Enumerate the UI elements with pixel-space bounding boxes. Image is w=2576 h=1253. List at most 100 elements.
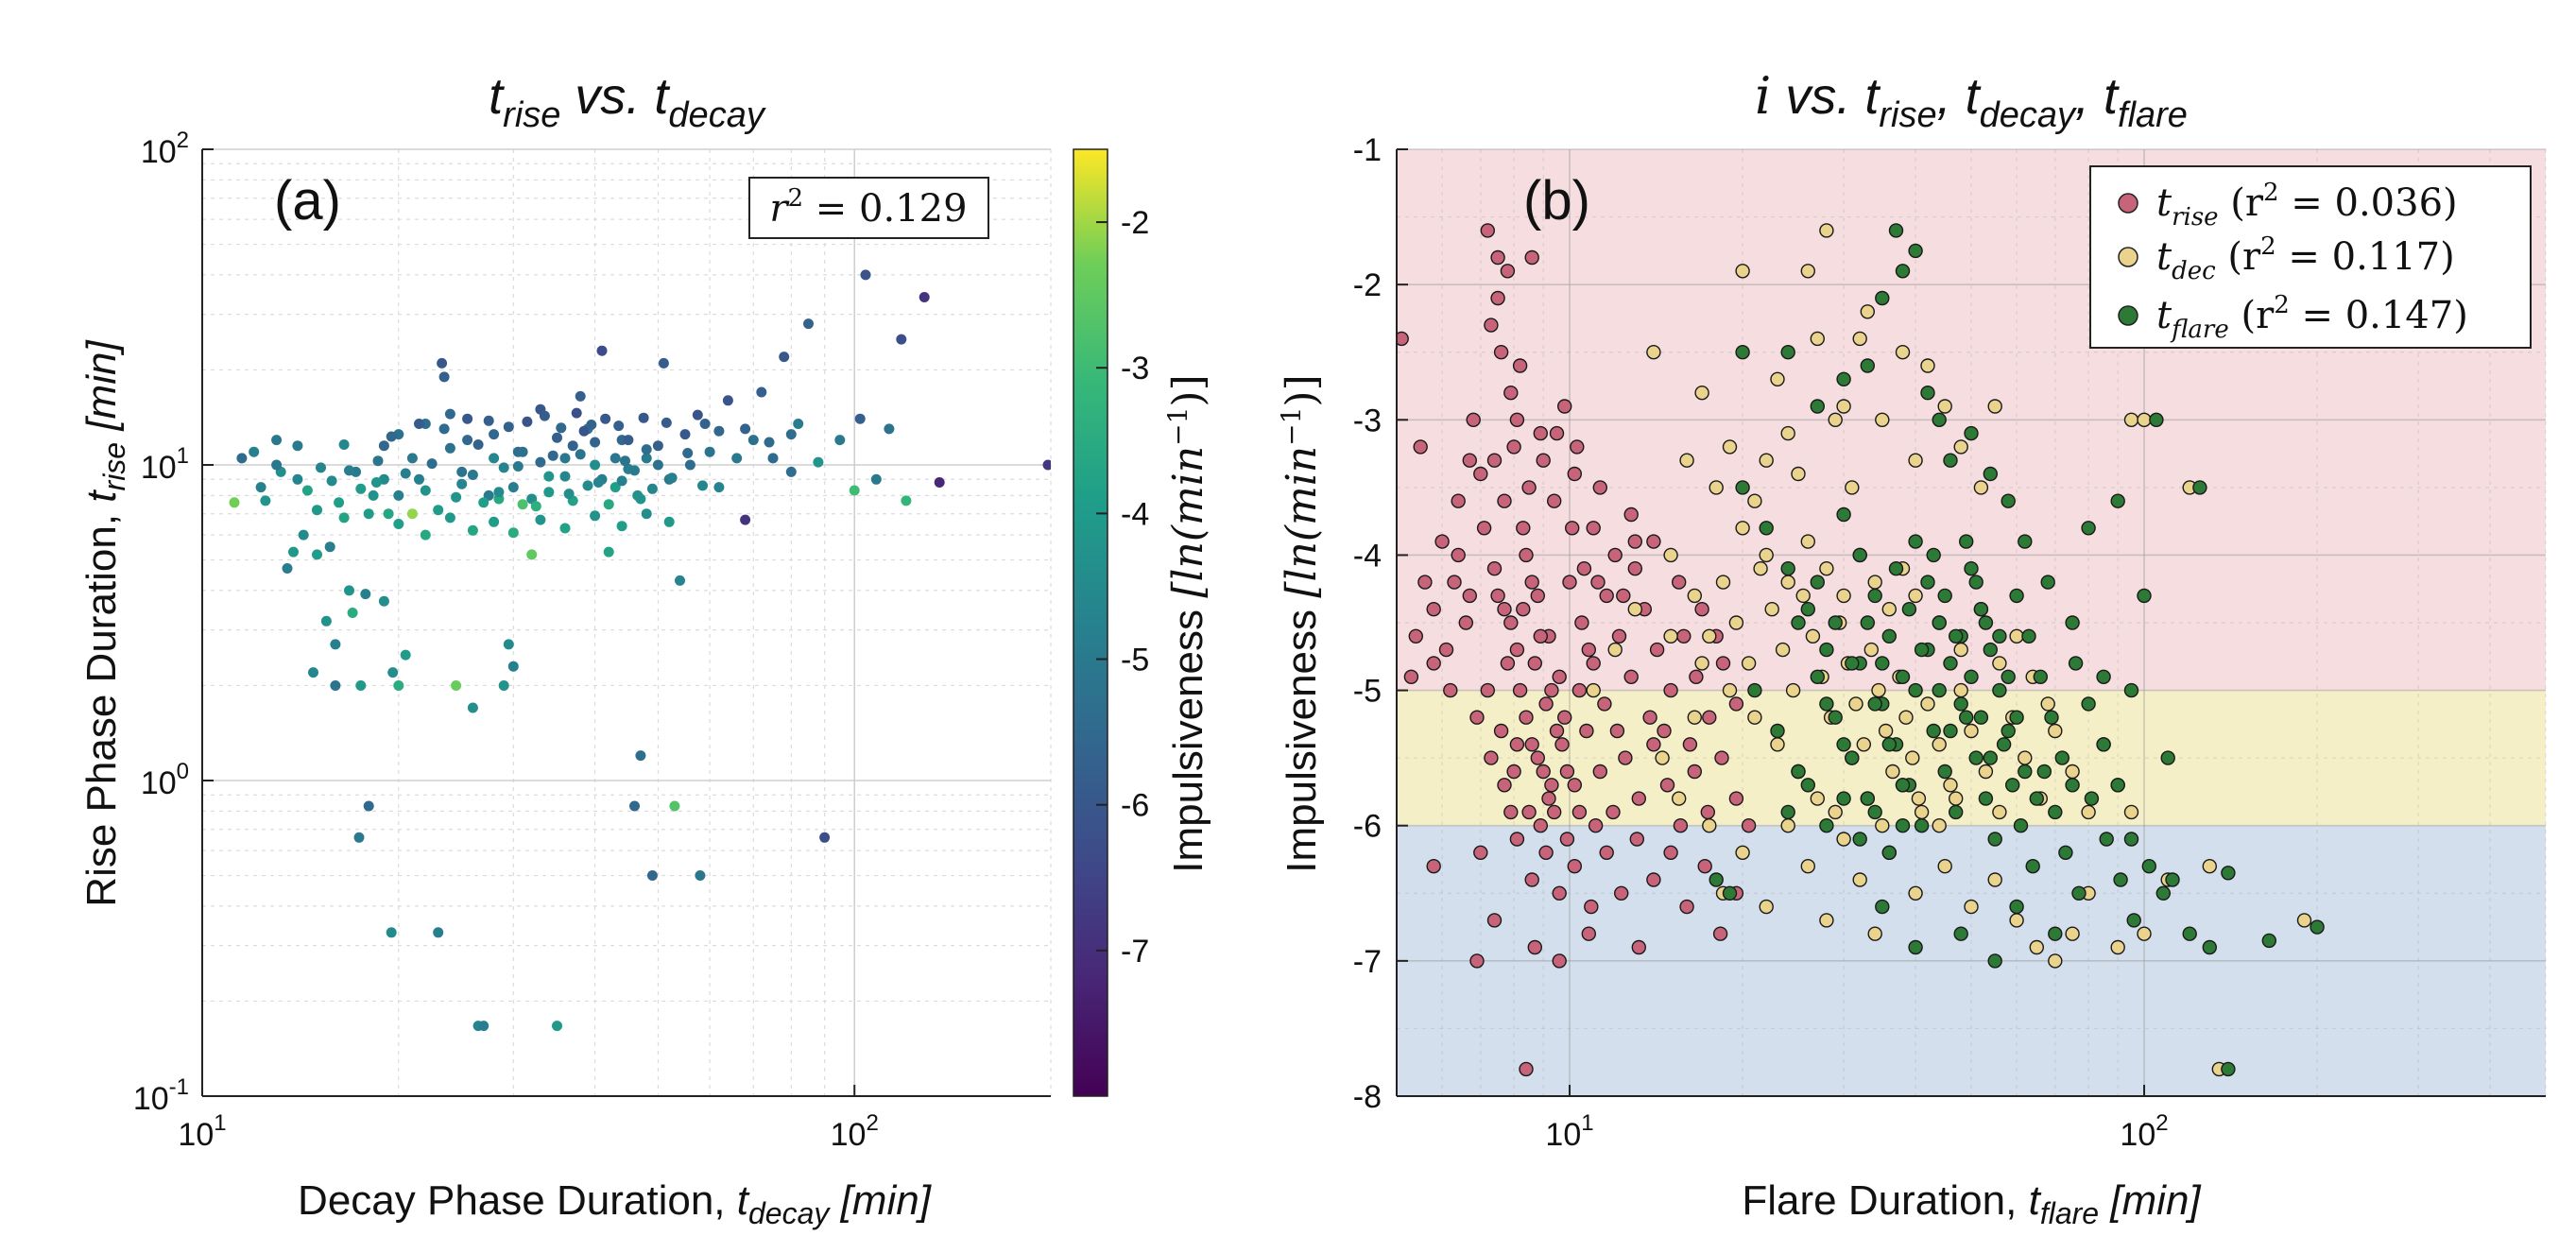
scatter-point-t-rise (1567, 778, 1583, 793)
scatter-point-t-rise (1524, 575, 1539, 590)
scatter-point-t-flare (2001, 669, 2016, 684)
scatter-point-a (288, 546, 299, 558)
scatter-point-t-rise (1500, 656, 1516, 671)
scatter-point-t-flare (1800, 778, 1816, 793)
scatter-point-t-dec (1978, 764, 1994, 780)
scatter-point-t-rise (1538, 845, 1554, 860)
scatter-point-t-rise (1480, 223, 1496, 238)
y-tick-label-b: -1 (1353, 132, 1382, 168)
scatter-point-t-flare (1735, 345, 1750, 360)
scatter-point-t-flare (1860, 615, 1876, 630)
scatter-point-a (255, 482, 266, 493)
scatter-point-a (854, 413, 866, 424)
panel-b-title: i vs. trise, tdecay, tflare (1755, 66, 2188, 135)
scatter-point-t-flare (2182, 926, 2197, 941)
scatter-point-a (559, 453, 571, 464)
scatter-point-t-rise (1581, 926, 1597, 941)
svg-text:tdec (r2 = 0.117): tdec (r2 = 0.117) (2156, 232, 2455, 285)
scatter-point-t-dec (1819, 913, 1834, 928)
scatter-point-t-flare (1908, 243, 1923, 259)
scatter-point-t-flare (1964, 669, 1979, 684)
scatter-point-t-rise (1493, 345, 1509, 360)
scatter-point-t-rise (1434, 534, 1450, 549)
scatter-point-t-flare (1867, 804, 1882, 820)
scatter-point-t-flare (1908, 682, 1923, 698)
scatter-point-t-rise (1663, 845, 1678, 860)
scatter-point-t-flare (1958, 534, 1974, 549)
scatter-point-t-rise (1512, 358, 1528, 373)
scatter-point-t-rise (1519, 1061, 1534, 1077)
scatter-point-t-dec (1875, 412, 1890, 427)
scatter-point-t-rise (1490, 290, 1505, 306)
panel-a-points (229, 269, 1051, 1032)
scatter-point-t-rise (1497, 602, 1512, 617)
scatter-point-t-flare (1888, 223, 1904, 238)
panel-a-ticks: 101 102 10-1 100 101 102 (133, 128, 1051, 1153)
scatter-point-t-dec (1805, 628, 1821, 644)
scatter-point-a (338, 439, 350, 450)
scatter-point-t-flare (1722, 885, 1738, 901)
scatter-point-t-dec (1878, 723, 1894, 739)
scatter-point-a (563, 489, 575, 500)
scatter-point-t-dec (1992, 656, 2007, 671)
scatter-point-a (592, 477, 604, 488)
scatter-point-t-flare (1895, 264, 1911, 279)
legend-box (2089, 165, 2532, 349)
scatter-point-t-rise (1588, 818, 1604, 833)
scatter-point-a (426, 458, 438, 470)
scatter-point-a (383, 508, 394, 520)
scatter-point-a (652, 440, 663, 452)
scatter-point-t-rise (1687, 764, 1703, 780)
scatter-point-t-dec (1937, 859, 1952, 874)
scatter-point-t-flare (1819, 696, 1834, 712)
scatter-point-a (641, 508, 652, 520)
scatter-point-t-dec (1937, 399, 1952, 414)
scatter-point-t-flare (2221, 866, 2236, 881)
scatter-point-a (731, 453, 743, 464)
y-tick-label-b: -3 (1353, 403, 1382, 438)
scatter-point-t-flare (1926, 547, 1941, 563)
r2-annotation-a: r2 = 0.129 (748, 177, 989, 239)
scatter-point-t-rise (1676, 628, 1692, 644)
scatter-point-t-flare (1875, 656, 1890, 671)
scatter-point-t-rise (1458, 615, 1474, 630)
scatter-point-t-dec (2018, 750, 2033, 765)
scatter-point-a (629, 465, 640, 476)
scatter-point-a (438, 371, 450, 383)
scatter-point-t-flare (2065, 778, 2080, 793)
scatter-point-t-flare (1810, 669, 1826, 684)
scatter-point-a (582, 480, 593, 491)
scatter-point-a (326, 475, 337, 487)
scatter-point-t-dec (1709, 480, 1724, 495)
scatter-point-t-flare (2021, 628, 2036, 644)
scatter-point-t-flare (1895, 669, 1911, 684)
scatter-point-t-flare (1845, 750, 1860, 765)
scatter-point-a (552, 432, 562, 443)
scatter-point-t-flare (1983, 466, 1999, 482)
scatter-point-t-dec (1800, 859, 1816, 874)
scatter-point-t-dec (1948, 791, 1964, 806)
scatter-point-t-dec (1867, 575, 1882, 590)
scatter-point-t-flare (2009, 588, 2024, 604)
scatter-point-t-dec (1715, 575, 1731, 590)
scatter-point-t-flare (1780, 561, 1795, 576)
scatter-point-a (282, 563, 293, 574)
scatter-point-t-rise (1506, 764, 1521, 780)
scatter-point-a (493, 487, 505, 498)
scatter-point-a (543, 471, 555, 482)
scatter-point-t-dec (1800, 534, 1816, 549)
scatter-point-t-flare (1937, 764, 1952, 780)
scatter-point-a (641, 444, 652, 455)
scatter-point-t-rise (1599, 845, 1614, 860)
scatter-point-t-rise (1576, 561, 1592, 576)
scatter-point-a (682, 448, 694, 458)
scatter-point-t-rise (1516, 602, 1531, 617)
scatter-point-t-dec (1973, 480, 1989, 495)
scatter-point-t-flare (1875, 899, 1890, 915)
scatter-point-t-flare (1978, 615, 1994, 630)
scatter-point-t-flare (1828, 710, 1843, 725)
scatter-point-t-rise (1559, 764, 1575, 780)
scatter-point-a (764, 437, 775, 448)
scatter-point-t-flare (2054, 750, 2070, 765)
scatter-point-a (552, 1021, 562, 1032)
